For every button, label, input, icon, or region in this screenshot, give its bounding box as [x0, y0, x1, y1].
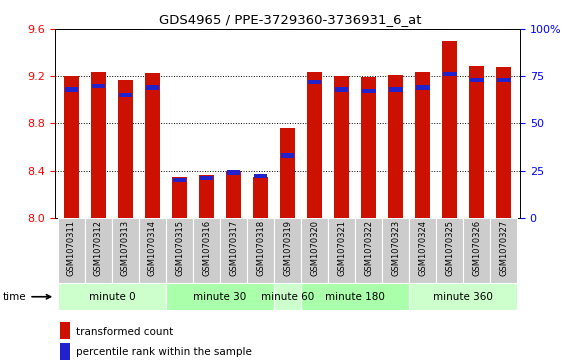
Bar: [92, 83, 105, 88]
Bar: [362, 89, 375, 93]
Bar: [64, 76, 79, 218]
Bar: [436, 218, 463, 283]
Text: minute 180: minute 180: [325, 292, 385, 302]
Text: GSM1070324: GSM1070324: [418, 220, 427, 276]
Bar: [382, 218, 409, 283]
Text: minute 360: minute 360: [433, 292, 493, 302]
Text: GSM1070312: GSM1070312: [94, 220, 103, 276]
Bar: [409, 218, 436, 283]
Text: GSM1070311: GSM1070311: [67, 220, 76, 276]
Text: transformed count: transformed count: [76, 327, 173, 337]
Text: GDS4965 / PPE-3729360-3736931_6_at: GDS4965 / PPE-3729360-3736931_6_at: [159, 13, 422, 26]
Text: GSM1070315: GSM1070315: [175, 220, 184, 276]
Bar: [166, 218, 193, 283]
Bar: [496, 67, 511, 218]
Bar: [308, 80, 321, 84]
Bar: [139, 218, 166, 283]
Bar: [416, 86, 429, 90]
Bar: [490, 218, 517, 283]
Bar: [118, 80, 133, 218]
Bar: [58, 218, 85, 283]
Bar: [469, 66, 484, 218]
Bar: [443, 72, 457, 76]
Bar: [328, 218, 355, 283]
Bar: [442, 41, 457, 218]
Text: minute 30: minute 30: [193, 292, 247, 302]
Text: GSM1070323: GSM1070323: [391, 220, 400, 276]
Text: GSM1070321: GSM1070321: [337, 220, 346, 276]
Bar: [301, 283, 409, 310]
Text: time: time: [3, 292, 51, 302]
Bar: [254, 174, 267, 178]
Bar: [463, 218, 490, 283]
Bar: [91, 72, 106, 218]
Bar: [60, 322, 70, 339]
Bar: [58, 283, 166, 310]
Bar: [281, 154, 295, 158]
Bar: [388, 75, 403, 218]
Bar: [497, 78, 511, 82]
Bar: [112, 218, 139, 283]
Bar: [301, 218, 328, 283]
Bar: [64, 87, 78, 91]
Text: GSM1070325: GSM1070325: [445, 220, 454, 276]
Bar: [247, 218, 274, 283]
Bar: [166, 283, 274, 310]
Bar: [470, 78, 483, 82]
Bar: [274, 283, 301, 310]
Text: GSM1070319: GSM1070319: [283, 220, 292, 276]
Text: GSM1070313: GSM1070313: [121, 220, 130, 276]
Bar: [146, 86, 159, 90]
Text: GSM1070317: GSM1070317: [229, 220, 238, 276]
Bar: [280, 128, 295, 218]
Bar: [227, 171, 241, 175]
Bar: [119, 93, 132, 97]
Text: minute 0: minute 0: [89, 292, 135, 302]
Bar: [200, 176, 213, 180]
Bar: [172, 176, 187, 218]
Text: GSM1070314: GSM1070314: [148, 220, 157, 276]
Text: GSM1070318: GSM1070318: [256, 220, 265, 276]
Bar: [85, 218, 112, 283]
Bar: [199, 175, 214, 218]
Bar: [193, 218, 220, 283]
Bar: [361, 77, 376, 218]
Bar: [335, 87, 349, 91]
Text: GSM1070320: GSM1070320: [310, 220, 319, 276]
Bar: [307, 72, 322, 218]
Text: GSM1070322: GSM1070322: [364, 220, 373, 276]
Text: GSM1070326: GSM1070326: [472, 220, 481, 276]
Bar: [145, 73, 160, 218]
Bar: [355, 218, 382, 283]
Bar: [415, 72, 430, 218]
Text: percentile rank within the sample: percentile rank within the sample: [76, 347, 252, 357]
Bar: [334, 76, 349, 218]
Bar: [60, 343, 70, 359]
Text: GSM1070327: GSM1070327: [499, 220, 508, 276]
Bar: [253, 176, 268, 218]
Text: minute 60: minute 60: [261, 292, 314, 302]
Bar: [226, 171, 241, 218]
Bar: [274, 218, 301, 283]
Bar: [389, 87, 403, 91]
Text: GSM1070316: GSM1070316: [202, 220, 211, 276]
Bar: [409, 283, 517, 310]
Bar: [173, 178, 187, 182]
Bar: [220, 218, 247, 283]
